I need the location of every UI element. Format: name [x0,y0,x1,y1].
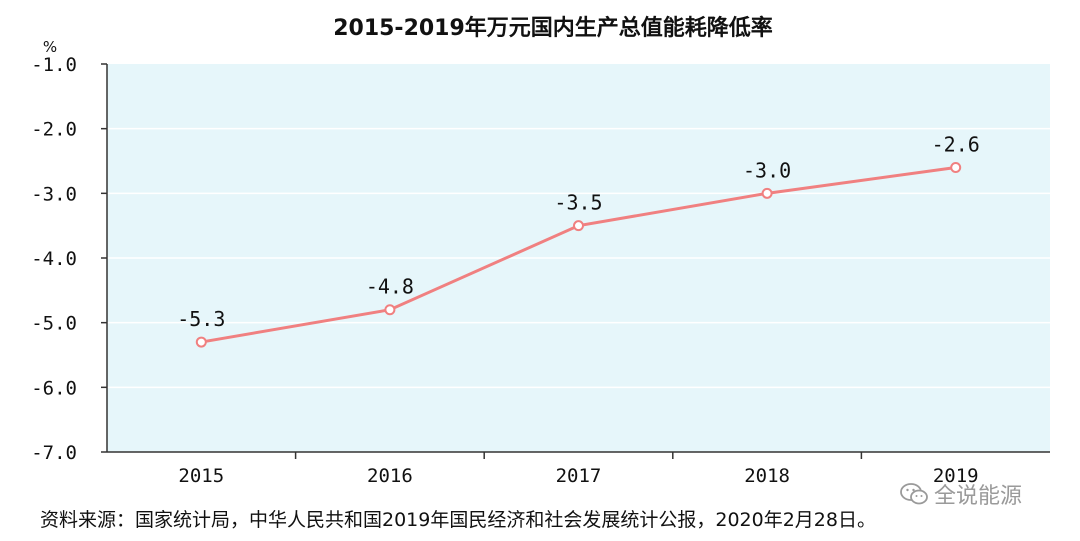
y-tick-label: -1.0 [31,54,77,76]
x-ticks: 2015 2016 2017 2018 2019 [178,452,979,487]
y-tick-label: -2.0 [31,119,77,141]
x-tick-label: 2017 [556,465,602,487]
data-points [195,161,962,348]
data-label: -2.6 [932,132,980,156]
y-tick-label: -7.0 [31,442,77,464]
data-label: -3.0 [743,158,791,182]
watermark: 全说能源 [900,478,1022,510]
data-point [195,336,207,348]
data-point [384,304,396,316]
data-point [950,161,962,173]
data-label: -4.8 [366,275,414,299]
data-label: -3.5 [554,191,602,215]
source-note: 资料来源：国家统计局，中华人民共和国2019年国民经济和社会发展统计公报，202… [40,509,876,531]
gridlines [107,127,1050,389]
x-tick-label: 2016 [367,465,413,487]
data-label: -5.3 [177,307,225,331]
y-tick-label: -4.0 [31,248,77,270]
y-tick-label: -3.0 [31,183,77,205]
data-point [573,220,584,232]
y-ticks: -1.0 -2.0 -3.0 -4.0 -5.0 -6.0 -7.0 [31,54,107,464]
x-tick-label: 2015 [178,465,224,487]
y-axis-unit: % [43,38,57,56]
data-point [761,187,773,199]
wechat-icon [900,483,928,505]
y-tick-label: -6.0 [31,377,77,399]
x-tick-label: 2018 [744,465,790,487]
watermark-text: 全说能源 [934,484,1023,509]
data-labels: -5.3 -4.8 -3.5 -3.0 -2.6 [177,132,980,331]
x-tick-label: 2019 [933,465,979,487]
chart-title: 2015-2019年万元国内生产总值能耗降低率 [333,15,773,41]
y-tick-label: -5.0 [31,313,77,335]
